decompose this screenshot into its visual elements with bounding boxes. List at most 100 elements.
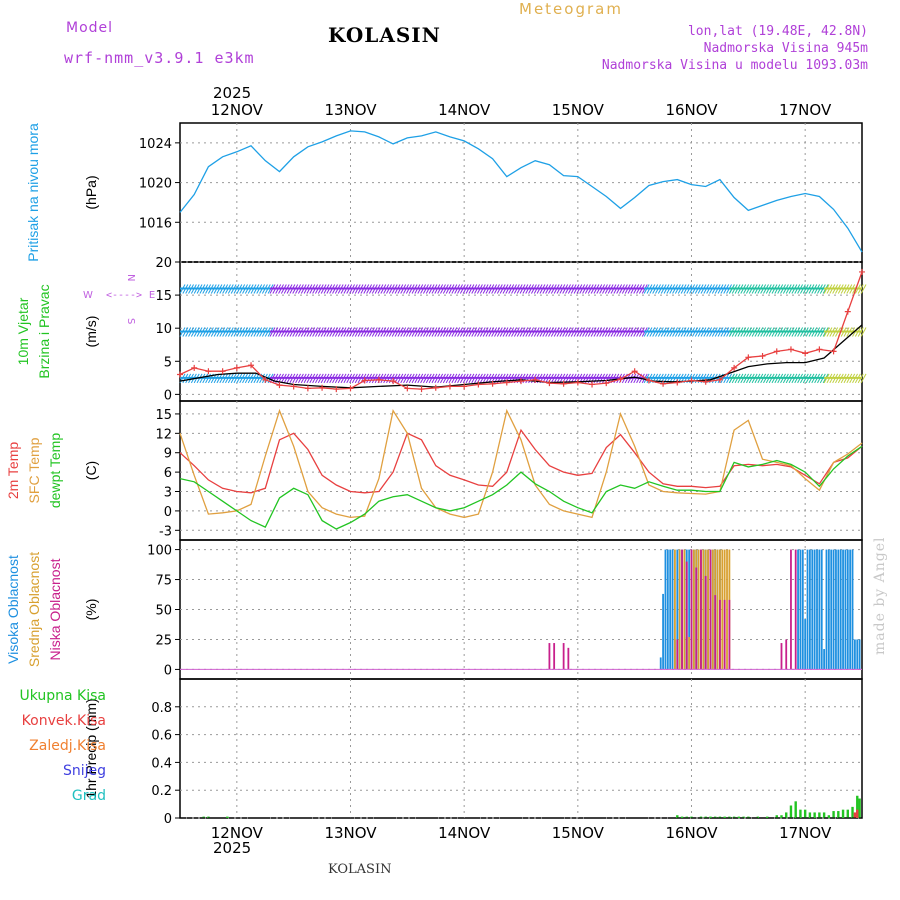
wind-barb-0-2 [669,284,676,294]
wind-barb-2-1 [425,373,432,384]
panel-clouds: 0 25 50 75 100 (%) Visoka Oblacnost Srednja Obl… [5,539,863,680]
gust-marker-2 [205,368,212,375]
wind-barb-2-3 [746,373,752,384]
wind-barb-1-1 [340,327,347,337]
wind-barb-2-1 [602,373,608,384]
wind-barb-2-1 [630,373,637,384]
wind-barb-0-1 [582,284,589,294]
ytick-label-wind-4: 20 [155,256,172,271]
wind-barb-0-2 [720,284,727,294]
wind-barb-0-1 [528,284,535,294]
bar-clouds-0-4 [669,549,672,670]
wind-barb-0-1 [454,284,461,294]
wind-barb-1-3 [748,327,755,337]
wind-barb-2-3 [751,373,758,384]
wind-barb-2-3 [811,373,818,384]
gust-marker-40 [745,354,752,361]
bar-precip-0-33 [837,811,840,818]
wind-barb-0-1 [405,284,412,294]
bar-clouds-2-10 [704,575,707,670]
wind-barb-0-1 [491,284,498,294]
wind-barb-2-1 [508,373,515,384]
wind-barb-2-4 [826,373,833,384]
wind-barb-1-4 [860,327,867,337]
wind-barb-2-3 [785,373,792,384]
bar-precip-0-36 [851,806,854,818]
bar-precip-0-14 [732,816,736,818]
bar-precip-0-12 [723,816,726,818]
wind-barb-0-1 [476,284,483,294]
wind-barb-0-2 [680,284,687,294]
ylabel-clouds: (%) [83,599,99,621]
wind-dir-w: W [83,290,93,301]
wind-barb-2-1 [386,373,392,384]
wind-barb-1-1 [522,327,529,337]
wind-barb-1-3 [817,327,823,337]
wind-barb-2-1 [468,373,475,384]
year-label-top: 2025 [213,84,252,102]
wind-barb-1-0 [256,327,263,337]
wind-barb-1-2 [643,327,650,337]
wind-barb-2-3 [765,373,772,384]
wind-barb-1-1 [434,327,441,337]
wind-barb-0-1 [351,284,358,294]
wind-barb-0-0 [202,284,209,294]
wind-barb-0-1 [604,284,611,294]
wind-barb-0-2 [709,284,715,294]
wind-barb-0-1 [363,284,370,294]
wind-barb-1-1 [280,327,287,337]
wind-barb-2-1 [607,373,614,384]
bar-clouds-0-51 [856,639,859,670]
bar-clouds-2-16 [780,643,783,670]
wind-barb-0-3 [763,284,769,294]
wind-barb-2-1 [479,373,486,384]
wind-barb-0-2 [714,284,721,294]
gust-marker-11 [333,386,340,393]
wind-barb-0-2 [711,284,718,294]
wind-barb-0-1 [354,284,361,294]
wind-barb-1-1 [602,327,608,337]
wind-barb-0-3 [765,284,772,294]
ytick-label-precip-1: 0.2 [151,784,172,799]
wind-barb-1-1 [417,327,424,337]
wind-barb-0-2 [652,284,659,294]
wind-barb-0-4 [835,284,841,294]
wind-barb-2-1 [309,373,316,384]
wind-barb-0-4 [823,284,830,294]
ytick-label-wind-1: 5 [164,355,172,370]
wind-barb-2-0 [219,373,226,384]
bar-clouds-2-17 [785,639,788,670]
wind-barb-0-1 [297,284,304,294]
wind-barb-1-1 [425,327,432,337]
wind-barb-1-2 [723,327,730,337]
wind-barb-1-2 [700,327,707,337]
wind-barb-1-1 [636,327,642,337]
wind-barb-1-0 [188,327,194,337]
gust-marker-44 [802,350,809,357]
wind-barb-0-2 [646,284,653,294]
wind-barb-2-4 [849,373,856,384]
wind-barb-1-0 [182,327,189,337]
bar-clouds-2-14 [723,599,726,670]
wind-barb-2-3 [802,373,809,384]
wind-barb-2-1 [545,373,552,384]
wind-barb-0-1 [505,284,512,294]
wind-barb-1-1 [482,327,489,337]
ytick-label-temperature-5: 12 [155,427,172,442]
wind-barb-2-0 [202,373,209,384]
wind-barb-2-1 [306,373,313,384]
wind-barb-0-3 [814,284,821,294]
bar-precip-0-32 [832,811,835,818]
wind-barb-2-3 [805,373,812,384]
wind-barb-1-1 [511,327,517,337]
wind-barb-2-1 [332,373,338,384]
ytick-label-temperature-6: 15 [155,408,172,423]
bar-clouds-1-5 [688,637,691,670]
wind-barb-0-1 [346,284,353,294]
wind-barb-0-1 [548,284,554,294]
gust-marker-46 [830,348,837,355]
gust-marker-5 [248,362,255,369]
wind-barb-0-1 [613,284,620,294]
wind-barb-2-1 [320,373,327,384]
wind-barb-1-1 [613,327,620,337]
